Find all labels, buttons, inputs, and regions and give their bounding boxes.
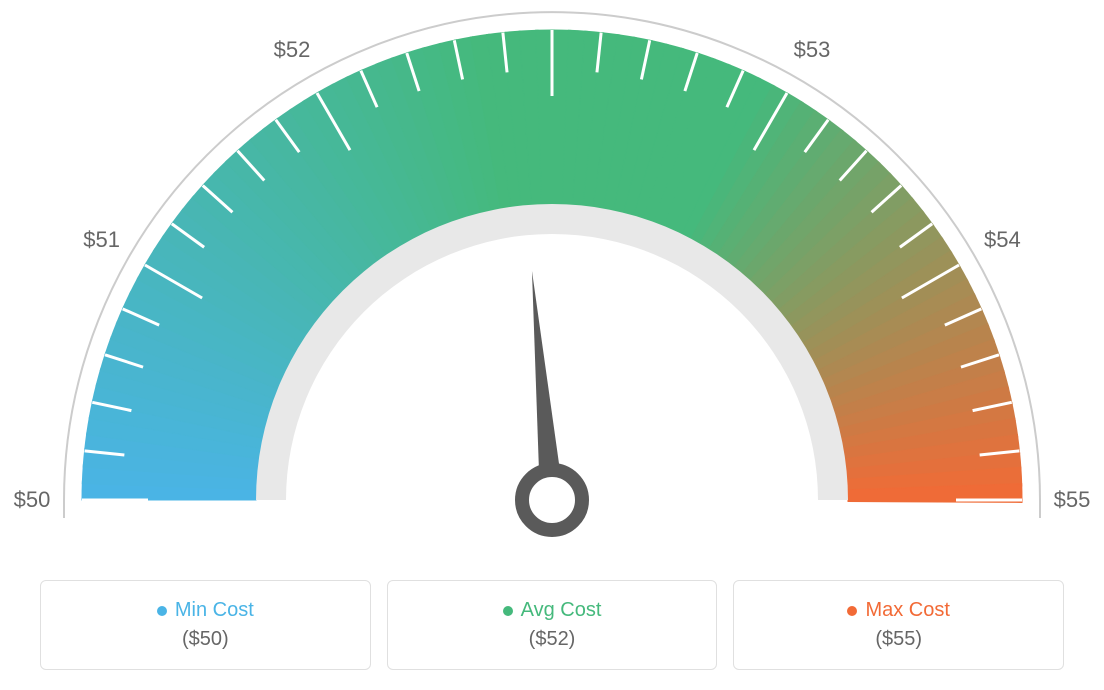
legend-value-max: ($55) xyxy=(875,628,922,651)
legend-value-avg: ($52) xyxy=(529,628,576,651)
legend-dot-max xyxy=(847,606,857,616)
legend-label-avg: Avg Cost xyxy=(521,599,602,622)
gauge-tick-label: $55 xyxy=(1054,487,1091,513)
legend-label-min: Min Cost xyxy=(175,599,254,622)
legend-card-min: Min Cost ($50) xyxy=(40,580,371,670)
gauge-tick-label: $54 xyxy=(984,227,1021,253)
legend-title-max: Max Cost xyxy=(847,599,949,622)
gauge-tick-label: $53 xyxy=(794,37,831,63)
gauge-chart: $50$51$52$52$53$54$55 xyxy=(0,0,1104,560)
legend-dot-avg xyxy=(503,606,513,616)
gauge-tick-label: $50 xyxy=(14,487,51,513)
legend-card-avg: Avg Cost ($52) xyxy=(387,580,718,670)
legend-card-max: Max Cost ($55) xyxy=(733,580,1064,670)
legend-title-avg: Avg Cost xyxy=(503,599,602,622)
gauge-svg xyxy=(0,0,1104,560)
gauge-tick-label: $51 xyxy=(83,227,120,253)
legend-title-min: Min Cost xyxy=(157,599,254,622)
legend-dot-min xyxy=(157,606,167,616)
legend-label-max: Max Cost xyxy=(865,599,949,622)
gauge-tick-label: $52 xyxy=(274,37,311,63)
legend-value-min: ($50) xyxy=(182,628,229,651)
legend-row: Min Cost ($50) Avg Cost ($52) Max Cost (… xyxy=(0,580,1104,690)
